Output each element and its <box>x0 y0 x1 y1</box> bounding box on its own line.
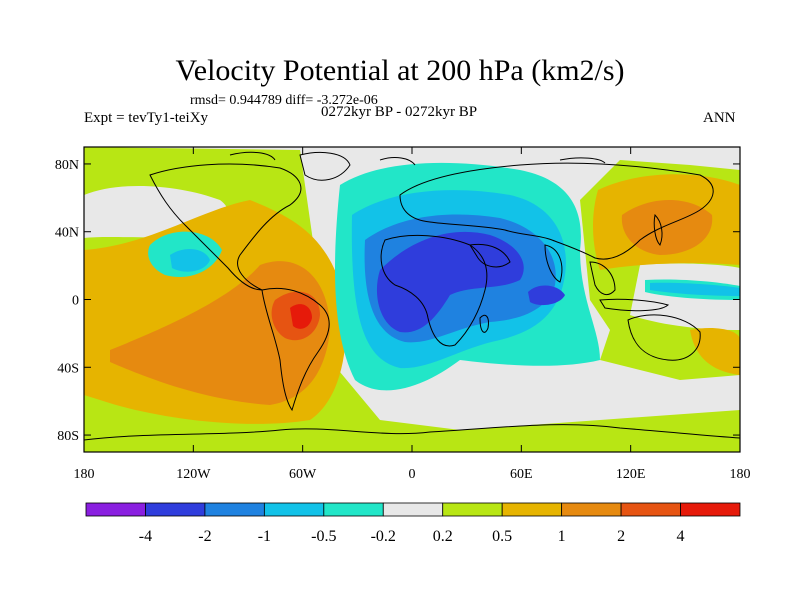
latitude-axis: 80N 40N 0 40S 80S <box>55 158 740 444</box>
contour-band-1-2 <box>110 261 330 405</box>
contour-band-neg1-neg0.5 <box>650 282 740 296</box>
colorbar-swatch <box>85 502 146 517</box>
lat-tick-label: 80N <box>55 158 79 173</box>
coastline-north-america <box>149 163 302 291</box>
colorbar-swatch <box>145 502 206 517</box>
coastline-eurasia <box>399 162 714 260</box>
colorbar-label: 2 <box>617 528 625 545</box>
contour-band-neg4-neg2 <box>376 231 524 333</box>
coastline-greenland <box>299 152 351 181</box>
experiment-label: Expt = tevTy1-teiXy <box>84 110 209 126</box>
lat-tick-label: 40S <box>57 361 79 376</box>
colorbar-swatch <box>382 502 444 517</box>
season-label: ANN <box>703 110 736 126</box>
coastline-africa <box>380 234 488 347</box>
lon-tick-label: 180 <box>730 467 751 482</box>
map-title: Velocity Potential at 200 hPa (km2/s) <box>175 54 625 87</box>
colorbar-swatch <box>620 502 681 517</box>
contour-band-1-2 <box>621 200 713 255</box>
lat-tick-label: 80S <box>57 429 79 444</box>
contour-band-neg4-neg2 <box>528 285 565 306</box>
coastline-australia <box>627 314 701 361</box>
colorbar-label: 4 <box>677 528 685 545</box>
coastline-antarctica <box>84 424 740 441</box>
colorbar-label: -0.5 <box>311 528 336 545</box>
colorbar: -4 -2 -1 -0.5 -0.2 0.2 0.5 1 2 4 <box>85 502 741 545</box>
coastlines <box>84 151 740 441</box>
lon-tick-label: 0 <box>409 467 416 482</box>
coastline-japan <box>653 213 663 246</box>
coastline-madagascar <box>479 314 489 333</box>
colorbar-swatch <box>680 502 741 517</box>
colorbar-label: 0.2 <box>433 528 453 545</box>
lon-tick-label: 180 <box>74 467 95 482</box>
coastline-arctic-islands <box>229 151 606 166</box>
colorbar-swatch <box>442 502 503 517</box>
lat-tick-label: 0 <box>72 294 79 309</box>
period-label: 0272kyr BP - 0272kyr BP <box>321 104 478 120</box>
colorbar-swatch <box>561 502 622 517</box>
contour-field <box>84 147 740 452</box>
colorbar-label: 0.5 <box>492 528 512 545</box>
coastline-arabia <box>469 243 511 268</box>
lon-tick-label: 60E <box>510 467 533 482</box>
coastline-indonesia <box>599 298 670 312</box>
contour-band-gt-4 <box>290 304 312 329</box>
stats-line: rmsd= 0.944789 diff= -3.272e-06 <box>190 93 378 108</box>
colorbar-label: 1 <box>558 528 566 545</box>
colorbar-swatch <box>501 502 563 517</box>
coastline-southeast-asia <box>589 261 616 296</box>
colorbar-label: -2 <box>198 528 211 545</box>
colorbar-swatch <box>263 502 325 517</box>
contour-band-0.5-1 <box>690 328 740 375</box>
contour-band-neg1-neg0.5 <box>170 248 210 272</box>
coastline-india <box>544 244 563 283</box>
colorbar-swatch <box>204 502 265 517</box>
longitude-axis: 180 120W 60W 0 60E 120E 180 <box>74 147 751 482</box>
lon-tick-label: 120W <box>176 467 211 482</box>
colorbar-label: -4 <box>139 528 152 545</box>
coastline-south-america <box>261 287 330 412</box>
lon-tick-label: 120E <box>616 467 646 482</box>
lat-tick-label: 40N <box>55 226 79 241</box>
colorbar-label: -0.2 <box>371 528 396 545</box>
lon-tick-label: 60W <box>289 467 317 482</box>
colorbar-swatch <box>323 502 384 517</box>
colorbar-label: -1 <box>258 528 271 545</box>
